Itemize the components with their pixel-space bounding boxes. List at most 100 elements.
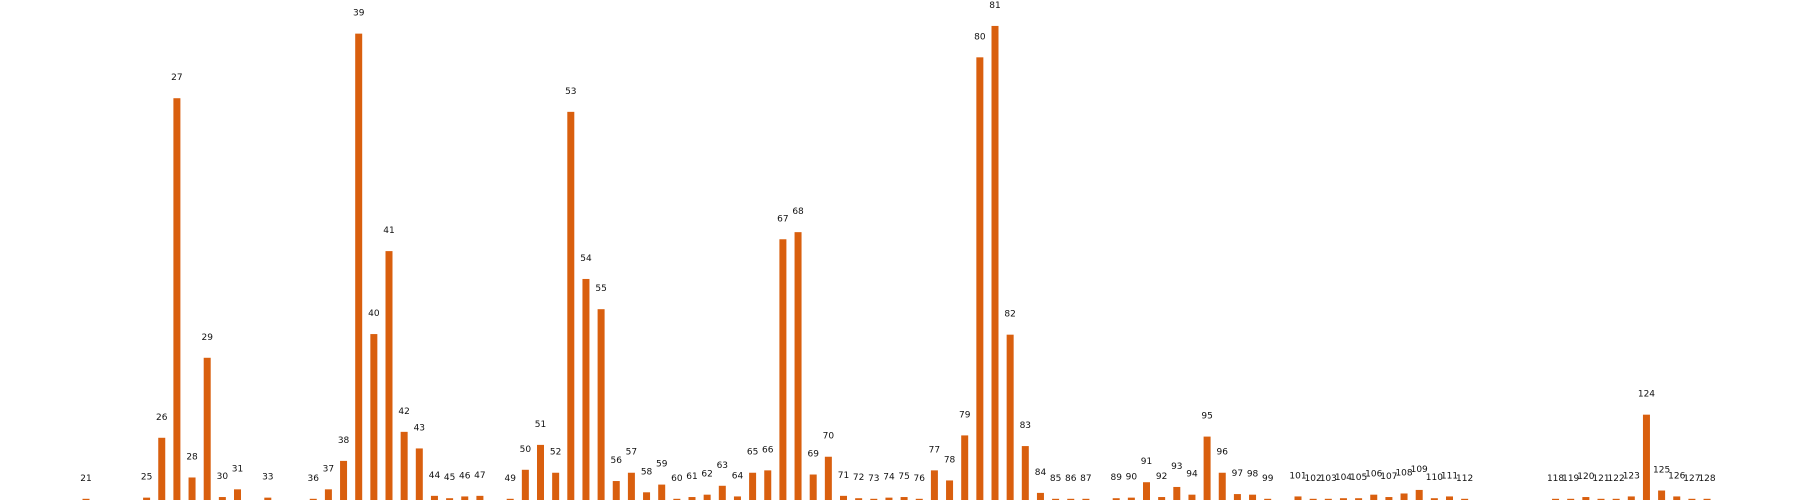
bar-label-92: 92 [1156,472,1167,482]
bar-label-118: 118 [1547,474,1564,484]
bar-label-37: 37 [323,464,334,474]
bar-81 [991,25,999,500]
bar-77 [930,470,938,500]
bar-80 [976,57,984,500]
bar-106 [1370,494,1378,500]
bar-95 [1203,436,1211,500]
bar-46 [461,496,469,500]
bar-42 [400,431,408,500]
bar-label-44: 44 [429,471,441,481]
bar-64 [733,496,741,500]
bar-label-90: 90 [1126,473,1138,483]
bar-89 [1112,498,1120,500]
bar-label-43: 43 [414,423,425,433]
bar-74 [885,497,893,500]
bar-label-101: 101 [1289,471,1306,481]
bar-49 [506,498,514,500]
bar-label-56: 56 [611,456,623,466]
bar-44 [430,495,438,500]
bar-28 [188,477,196,500]
bar-56 [612,481,620,500]
bar-label-99: 99 [1262,474,1274,484]
bar-label-57: 57 [626,448,637,458]
bar-122 [1612,498,1620,500]
bar-61 [688,497,696,500]
bar-label-104: 104 [1335,473,1352,483]
bar-label-64: 64 [732,471,744,481]
bar-label-85: 85 [1050,474,1061,484]
bar-70 [824,456,832,500]
bar-94 [1188,494,1196,500]
bar-label-112: 112 [1456,474,1473,484]
bar-label-105: 105 [1350,473,1367,483]
bar-label-47: 47 [474,471,485,481]
bar-label-25: 25 [141,473,152,483]
bar-label-70: 70 [823,432,835,442]
bar-label-26: 26 [156,413,168,423]
bar-96 [1218,472,1226,500]
bar-label-94: 94 [1186,470,1198,480]
bar-label-126: 126 [1668,471,1685,481]
bar-69 [809,474,817,500]
bar-59 [658,484,666,500]
bar-label-51: 51 [535,420,546,430]
bar-101 [1294,496,1302,500]
bar-97 [1233,494,1241,500]
bar-label-120: 120 [1577,472,1594,482]
bars-group [82,25,1711,500]
bar-125 [1658,490,1666,500]
bar-37 [324,489,332,500]
bar-label-62: 62 [701,470,712,480]
bar-label-123: 123 [1623,471,1640,481]
bar-label-96: 96 [1217,448,1229,458]
bar-105 [1355,498,1363,500]
bar-label-109: 109 [1411,465,1428,475]
bar-65 [749,472,757,500]
bar-63 [718,485,726,500]
bar-83 [1021,446,1029,500]
bar-label-89: 89 [1110,473,1122,483]
bar-66 [764,470,772,500]
bar-label-49: 49 [504,474,516,484]
bar-53 [567,111,575,500]
bar-label-91: 91 [1141,457,1152,467]
bar-51 [537,444,544,500]
bar-label-54: 54 [580,254,592,264]
bar-label-127: 127 [1683,474,1700,484]
bar-label-111: 111 [1441,471,1458,481]
bar-107 [1385,497,1393,500]
bar-label-76: 76 [914,474,926,484]
bar-label-41: 41 [383,226,394,236]
bar-label-61: 61 [686,472,697,482]
bar-103 [1324,498,1332,500]
bar-128 [1703,498,1711,500]
bar-label-39: 39 [353,9,365,19]
bar-label-102: 102 [1305,474,1322,484]
bar-78 [946,480,954,500]
bar-label-74: 74 [883,473,895,483]
bar-41 [385,251,393,500]
bar-91 [1143,482,1150,500]
bar-label-50: 50 [520,445,532,455]
bar-29 [203,357,211,500]
bar-21 [82,498,90,500]
bar-label-106: 106 [1365,470,1382,480]
bar-label-66: 66 [762,445,774,455]
bar-label-125: 125 [1653,466,1670,476]
bar-label-87: 87 [1080,474,1091,484]
bar-label-119: 119 [1562,474,1579,484]
bar-label-107: 107 [1380,472,1397,482]
bar-73 [870,498,878,500]
bar-90 [1127,497,1135,500]
bar-86 [1067,498,1075,500]
bar-84 [1036,492,1044,500]
bar-label-121: 121 [1592,474,1609,484]
bar-label-79: 79 [959,410,971,420]
bar-label-93: 93 [1171,462,1182,472]
bar-label-95: 95 [1201,412,1212,422]
bar-label-84: 84 [1035,468,1047,478]
bar-label-71: 71 [838,471,849,481]
bar-label-53: 53 [565,87,576,97]
bar-label-63: 63 [717,461,728,471]
bar-47 [476,495,484,500]
